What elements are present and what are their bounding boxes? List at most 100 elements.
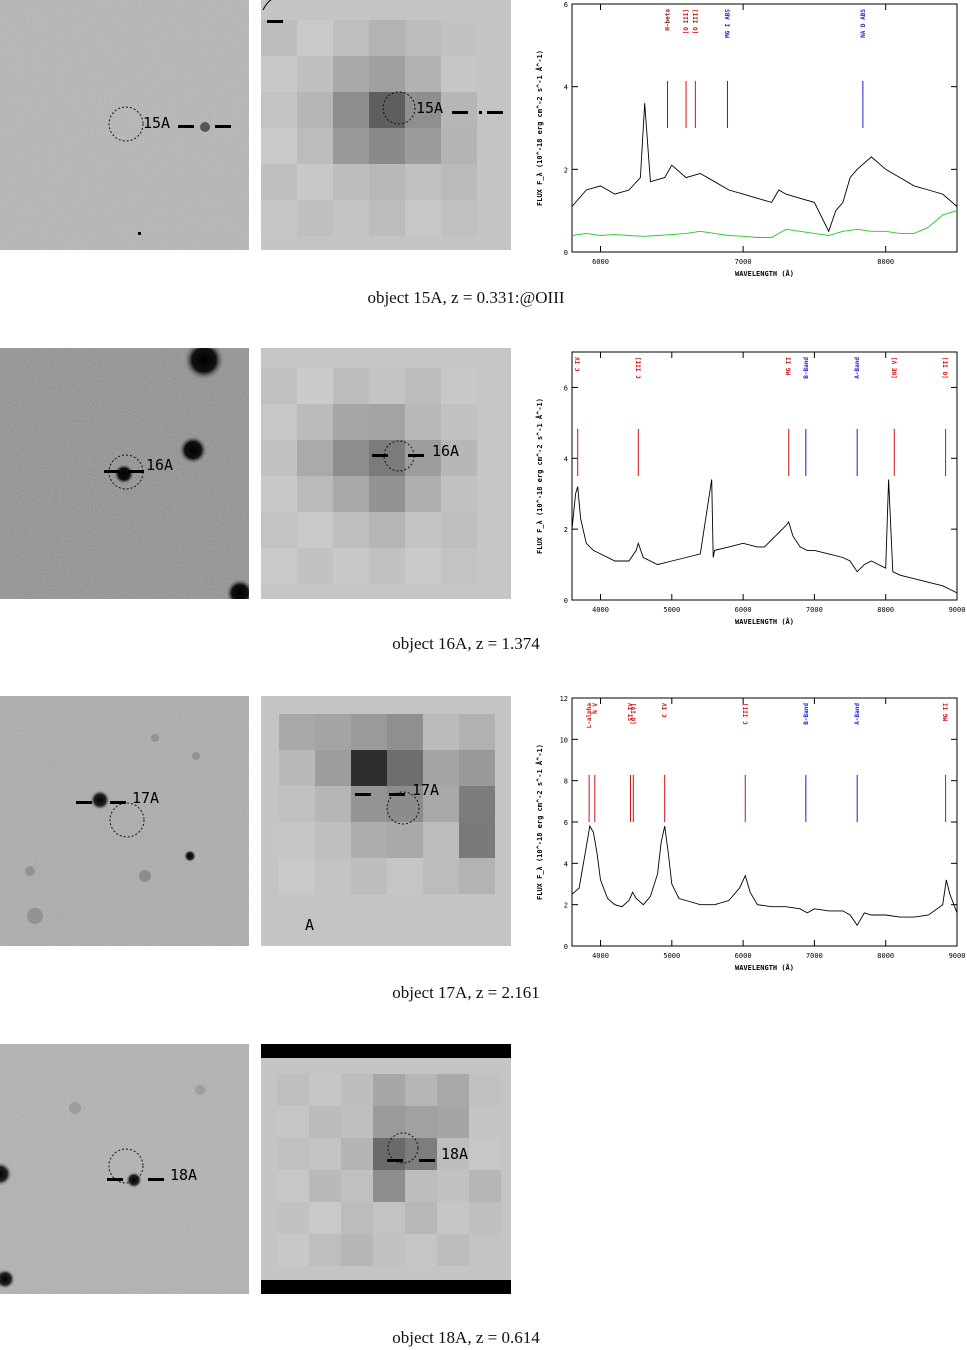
optical-image-17A: 17A [0,696,249,946]
y-tick-label: 4 [564,860,568,868]
y-tick-label: 0 [564,249,568,257]
line-marker-label: B-Band [803,703,810,725]
y-tick-label: 10 [560,736,568,744]
caption-18A: object 18A, z = 0.614 [392,1328,540,1347]
x-tick-label: 6000 [735,606,752,614]
optical-field-16A [0,348,249,599]
xray-pixels-17A [261,696,511,946]
error-circle [108,1148,144,1184]
spectrum-svg-17A: 0 2 4 6 8 10 12 4000 5000 6000 7000 8000 9000 WAVELEN… [535,695,966,972]
y-tick-label: 6 [564,819,568,827]
plot-frame [571,3,958,253]
optical-image-16A: 16A [0,348,249,599]
xray-pixels-18A [261,1044,511,1294]
y-tick-label: 0 [564,943,568,951]
spectrum-series [571,210,958,238]
line-marker-label: SI IV [627,703,634,721]
source-blob [200,122,210,132]
spectrum-svg-15A: 0 2 4 6 6000 7000 8000 WAVELENGTH (Å) FLUX F_λ (… [535,1,958,278]
spectrum-series [571,479,958,594]
optical-field-18A [0,1044,249,1294]
xray-pixels-15A [261,0,511,250]
error-circle [386,791,420,825]
xray-image-18A: 18A [261,1044,511,1294]
spectrum-chart-16A: 0 2 4 6 4000 5000 6000 7000 8000 9000 WAVELENGTH (… [520,348,967,633]
object-label: 18A [441,1145,469,1163]
spectrum-chart-15A: 0 2 4 6 6000 7000 8000 WAVELENGTH (Å) FLUX F_λ (… [520,0,967,285]
y-tick-label: 4 [564,84,568,92]
spectrum-series [571,103,958,233]
line-marker-label: C III] [742,703,749,725]
object-label: 16A [432,442,460,460]
object-label: 15A [416,99,444,117]
y-axis-label: FLUX F_λ (10^-18 erg cm^-2 s^-1 Å^-1) [535,398,544,554]
line-marker-label: A-Band [854,357,861,379]
y-axis-label: FLUX F_λ (10^-18 erg cm^-2 s^-1 Å^-1) [535,744,544,900]
optical-image-18A: 18A [0,1044,249,1294]
error-circle [387,1132,419,1164]
y-axis-label: FLUX F_λ (10^-18 erg cm^-2 s^-1 Å^-1) [535,50,544,206]
line-marker-label: MG I ABS [724,9,731,38]
xray-image-16A: 16A [261,348,511,599]
tick-mark-left [178,125,194,128]
y-tick-label: 6 [564,1,568,9]
y-tick-label: 4 [564,455,568,463]
plot-frame [571,351,958,601]
line-marker-label: N V [592,703,599,714]
y-tick-label: 2 [564,526,568,534]
x-tick-label: 4000 [592,952,609,960]
y-tick-label: 8 [564,778,568,786]
xray-image-17A: 17A A [261,696,511,946]
line-marker-label: L-alpha [586,703,593,729]
error-circle [382,91,416,125]
line-marker-label: [NE V] [891,357,898,379]
optical-field-15A [0,0,249,250]
object-label: 16A [146,456,174,474]
line-marker-label: MG II [786,357,793,375]
object-label: 15A [143,114,171,132]
x-tick-label: 5000 [663,952,680,960]
x-tick-label: 8000 [877,952,894,960]
x-tick-label: 9000 [949,606,966,614]
x-tick-label: 7000 [806,952,823,960]
x-tick-label: 4000 [592,606,609,614]
error-circle [109,802,145,838]
line-marker-label: H-beta [665,9,672,31]
line-marker-label: C IV [662,703,669,718]
line-marker-label: C III] [635,357,642,379]
line-marker-label: B-Band [803,357,810,379]
x-tick-label: 9000 [949,952,966,960]
y-tick-label: 6 [564,384,568,392]
line-marker-label: MG II [943,703,950,721]
x-axis-label: WAVELENGTH (Å) [735,617,794,626]
x-tick-label: 6000 [735,952,752,960]
y-tick-label: 0 [564,597,568,605]
optical-field-17A [0,696,249,946]
xray-pixels-16A [261,348,511,599]
spectrum-chart-17A: 0 2 4 6 8 10 12 4000 5000 6000 7000 8000 9000 WAVELEN… [520,694,967,979]
line-marker-label: C IV [575,357,582,372]
caption-17A: object 17A, z = 2.161 [392,983,540,1002]
spectrum-series [571,824,958,927]
object-label: 17A [132,789,160,807]
line-marker-label: NA D ABS [860,9,867,38]
x-tick-label: 7000 [806,606,823,614]
x-axis-label: WAVELENGTH (Å) [735,963,794,972]
y-tick-label: 2 [564,902,568,910]
line-marker-label: [O III] [692,9,699,34]
caption-15A: object 15A, z = 0.331:@OIII [367,288,565,307]
source-letter-mark: A [305,916,315,934]
plot-frame [571,697,958,947]
tick-mark-right [215,125,231,128]
caption-16A: object 16A, z = 1.374 [392,634,540,653]
object-label: 17A [412,781,440,799]
y-tick-label: 12 [560,695,568,703]
x-tick-label: 8000 [877,606,894,614]
xray-image-15A: 15A [261,0,511,250]
spectrum-svg-16A: 0 2 4 6 4000 5000 6000 7000 8000 9000 WAVELENGTH (… [535,351,966,626]
x-tick-label: 7000 [735,258,752,266]
line-marker-label: A-Band [854,703,861,725]
object-label: 18A [170,1166,198,1184]
x-tick-label: 5000 [663,606,680,614]
line-marker-label: [O II] [943,357,950,379]
